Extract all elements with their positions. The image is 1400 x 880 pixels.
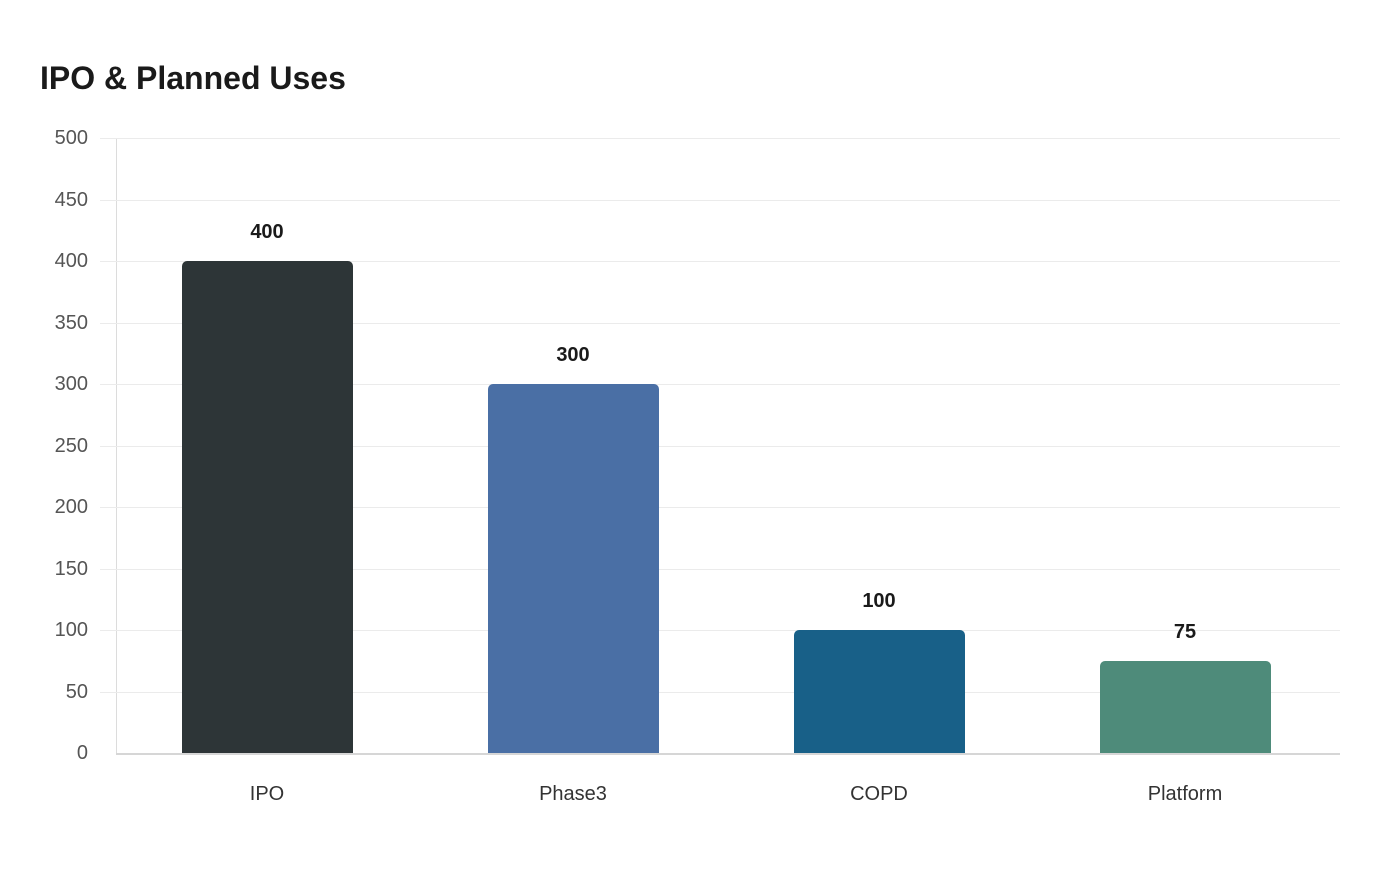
chart-title: IPO & Planned Uses — [40, 60, 346, 96]
gridline — [100, 507, 1340, 508]
y-tick-label: 0 — [76, 742, 88, 764]
gridline — [100, 630, 1340, 631]
gridline — [100, 322, 1340, 324]
data-label: 75 — [1173, 620, 1197, 643]
bar-platform[interactable] — [1099, 660, 1271, 753]
y-tick-label: 300 — [54, 373, 88, 395]
x-tick-label: Platform — [1147, 783, 1223, 805]
bar-phase3[interactable] — [487, 384, 659, 753]
y-tick-label: 400 — [54, 250, 88, 272]
gridline — [100, 199, 1340, 201]
x-axis-line — [116, 753, 1340, 755]
y-tick-label: 500 — [54, 127, 88, 149]
y-tick-label: 350 — [54, 311, 88, 334]
gridline — [100, 261, 1340, 262]
gridline — [100, 384, 1340, 385]
gridline — [100, 568, 1340, 570]
gridline — [100, 691, 1340, 693]
data-label: 400 — [250, 221, 284, 243]
gridline — [100, 445, 1340, 447]
y-tick-label: 150 — [54, 557, 88, 580]
y-tick-label: 50 — [65, 680, 88, 703]
y-tick-label: 200 — [54, 496, 88, 518]
y-tick-label: 450 — [54, 188, 88, 211]
data-label: 100 — [862, 590, 896, 612]
x-tick-label: IPO — [249, 783, 285, 805]
data-label: 300 — [556, 344, 590, 366]
x-tick-label: COPD — [850, 783, 908, 805]
y-tick-label: 100 — [54, 619, 88, 641]
bar-ipo[interactable] — [181, 261, 353, 753]
bar-copd[interactable] — [793, 630, 965, 753]
y-tick-label: 250 — [54, 434, 88, 457]
x-tick-label: Phase3 — [539, 783, 607, 805]
gridline — [100, 138, 1340, 139]
